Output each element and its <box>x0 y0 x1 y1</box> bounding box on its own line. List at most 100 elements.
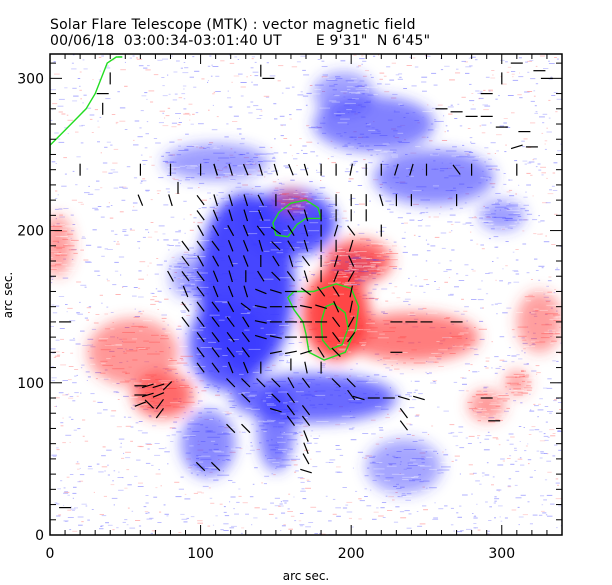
noise-speckle <box>201 199 207 201</box>
texture-streak <box>235 351 243 353</box>
texture-streak <box>183 435 196 436</box>
noise-speckle <box>147 265 149 267</box>
noise-speckle <box>175 231 181 233</box>
noise-speckle <box>545 235 547 237</box>
texture-streak <box>496 394 505 396</box>
noise-speckle <box>544 148 547 150</box>
texture-streak <box>547 329 556 331</box>
noise-speckle <box>484 438 490 440</box>
texture-streak <box>368 129 376 131</box>
noise-speckle <box>348 428 354 430</box>
noise-speckle <box>401 222 404 224</box>
field-vector <box>333 270 339 283</box>
noise-speckle <box>229 54 231 56</box>
texture-streak <box>273 399 279 401</box>
texture-streak <box>513 213 520 214</box>
noise-speckle <box>548 63 555 64</box>
field-vector <box>141 383 154 389</box>
noise-speckle <box>315 254 318 256</box>
noise-speckle <box>294 433 299 434</box>
noise-speckle <box>84 192 90 194</box>
noise-speckle <box>345 168 349 170</box>
noise-speckle <box>342 487 347 488</box>
noise-speckle <box>157 309 159 310</box>
texture-streak <box>290 417 301 419</box>
noise-speckle <box>281 92 284 94</box>
noise-speckle <box>126 469 130 471</box>
texture-streak <box>336 114 342 116</box>
noise-speckle <box>278 182 282 184</box>
noise-speckle <box>254 467 258 469</box>
noise-speckle <box>81 521 84 523</box>
noise-speckle <box>125 451 131 453</box>
noise-speckle <box>454 286 459 288</box>
texture-streak <box>292 215 297 217</box>
noise-speckle <box>541 510 545 512</box>
field-vector <box>212 225 220 237</box>
texture-streak <box>362 136 370 138</box>
noise-speckle <box>122 187 128 189</box>
noise-speckle <box>99 294 103 296</box>
field-vector <box>227 301 235 313</box>
noise-speckle <box>418 393 423 395</box>
noise-speckle <box>526 184 531 186</box>
noise-speckle <box>447 221 453 223</box>
texture-streak <box>245 407 252 409</box>
noise-speckle <box>532 219 538 221</box>
noise-speckle <box>104 248 108 250</box>
texture-streak <box>490 402 497 404</box>
noise-speckle <box>362 75 367 77</box>
noise-speckle <box>485 435 492 437</box>
noise-speckle <box>233 115 239 117</box>
noise-speckle <box>393 521 399 523</box>
noise-speckle <box>541 174 544 176</box>
noise-speckle <box>119 107 126 109</box>
noise-speckle <box>438 508 444 510</box>
noise-speckle <box>488 158 492 160</box>
noise-speckle <box>90 393 95 395</box>
noise-speckle <box>339 454 344 456</box>
noise-speckle <box>392 499 395 501</box>
field-vector <box>243 209 249 222</box>
noise-speckle <box>113 504 115 506</box>
noise-speckle <box>317 142 319 144</box>
field-vector <box>349 163 353 176</box>
field-vector <box>181 271 190 282</box>
field-vector <box>304 361 308 374</box>
noise-speckle <box>148 231 150 233</box>
noise-speckle <box>82 59 85 61</box>
field-vector <box>241 378 251 388</box>
texture-streak <box>391 154 398 156</box>
noise-speckle <box>408 277 410 279</box>
noise-speckle <box>337 471 343 473</box>
noise-speckle <box>259 115 263 116</box>
noise-speckle <box>491 70 495 71</box>
noise-speckle <box>381 311 385 313</box>
noise-speckle <box>354 160 358 162</box>
noise-speckle <box>441 140 448 141</box>
noise-speckle <box>147 448 150 450</box>
noise-speckle <box>528 463 530 465</box>
noise-speckle <box>120 442 122 444</box>
noise-speckle <box>166 515 169 517</box>
texture-streak <box>369 274 377 276</box>
noise-speckle <box>274 118 278 120</box>
noise-speckle <box>81 364 85 366</box>
noise-speckle <box>87 193 94 195</box>
noise-speckle <box>209 206 215 208</box>
noise-speckle <box>99 528 104 530</box>
texture-streak <box>315 394 326 396</box>
texture-streak <box>347 267 353 269</box>
noise-speckle <box>535 270 539 271</box>
noise-speckle <box>201 492 204 494</box>
noise-speckle <box>495 98 498 100</box>
texture-streak <box>331 299 335 301</box>
noise-speckle <box>332 498 336 500</box>
field-vector <box>303 270 309 283</box>
noise-speckle <box>62 442 66 444</box>
texture-streak <box>264 171 268 173</box>
texture-streak <box>507 382 519 384</box>
field-vector <box>271 393 281 403</box>
noise-speckle <box>118 438 125 440</box>
texture-streak <box>435 355 442 357</box>
